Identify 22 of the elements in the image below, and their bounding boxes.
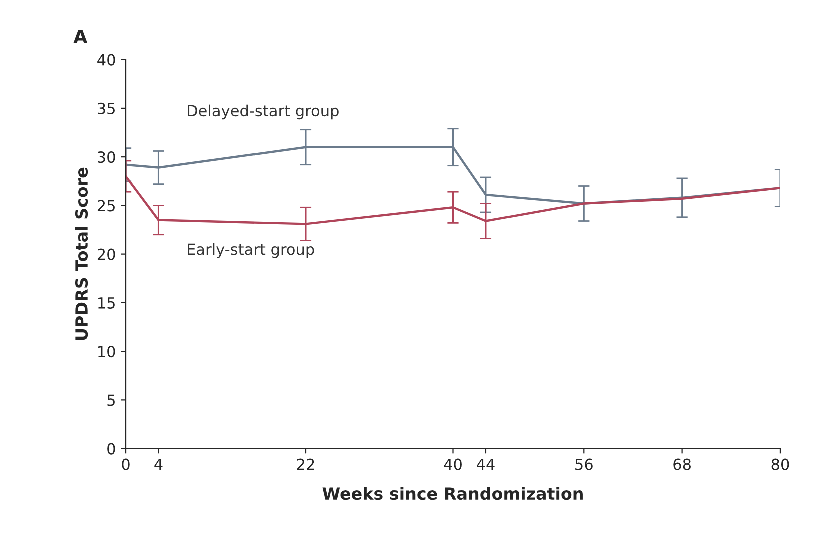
x-tick-label: 22 — [297, 458, 314, 470]
y-tick-label: 40 — [98, 54, 116, 66]
x-axis-title: Weeks since Randomization — [322, 487, 583, 500]
x-tick-label: 68 — [674, 458, 691, 470]
y-tick-label: 25 — [98, 200, 115, 212]
y-tick-label: 0 — [108, 443, 116, 455]
x-tick-label: 40 — [444, 458, 462, 470]
y-tick-label: 10 — [98, 346, 116, 358]
x-tick-label: 0 — [122, 458, 130, 470]
chart-title: A — [74, 30, 88, 44]
y-axis-title: UPDRS Total Score — [75, 168, 88, 340]
x-tick-label: 4 — [154, 458, 163, 470]
y-tick-label: 30 — [98, 152, 116, 164]
x-tick-label: 80 — [772, 458, 790, 470]
y-tick-label: 35 — [98, 102, 115, 114]
series-label: Early-start group — [188, 243, 314, 258]
series-label: Delayed-start group — [188, 104, 339, 120]
x-tick-label: 56 — [576, 458, 593, 470]
x-tick-label: 44 — [476, 458, 495, 470]
y-tick-label: 20 — [98, 248, 116, 260]
y-tick-label: 15 — [98, 298, 115, 309]
y-tick-label: 5 — [108, 394, 115, 406]
